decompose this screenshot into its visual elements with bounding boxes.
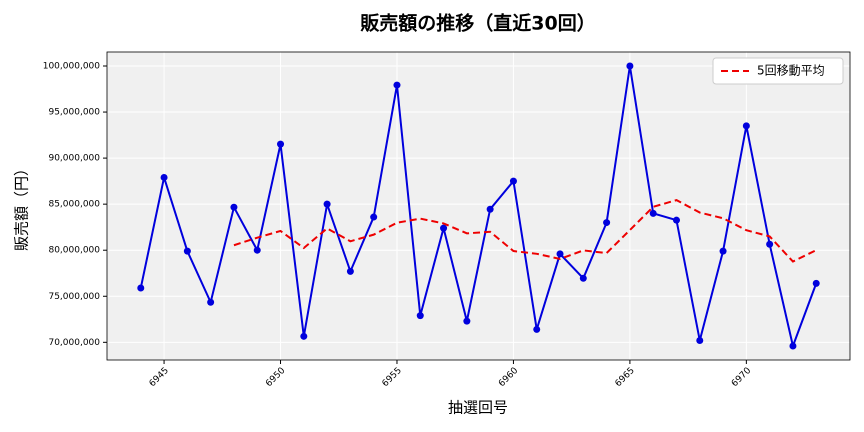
- legend: 5回移動平均: [712, 57, 844, 85]
- y-tick-label: 100,000,000: [43, 62, 101, 72]
- series-line: [233, 199, 817, 263]
- point: [160, 173, 168, 181]
- plot-area: [107, 52, 850, 360]
- legend-box: [712, 57, 844, 85]
- point: [603, 219, 611, 227]
- chart-title: 販売額の推移（直近30回）: [360, 12, 595, 35]
- plot-frame: [106, 51, 851, 361]
- point: [696, 336, 704, 344]
- point: [370, 213, 378, 221]
- point: [346, 267, 354, 275]
- y-tick-label: 80,000,000: [48, 246, 100, 256]
- point: [742, 122, 750, 130]
- legend-label: 5回移動平均: [757, 64, 825, 78]
- x-tick-label: 6945: [148, 366, 171, 389]
- point: [626, 62, 634, 70]
- y-axis-label: 販売額（円）: [13, 161, 31, 251]
- point: [393, 81, 401, 89]
- y-tick-label: 75,000,000: [48, 292, 100, 302]
- point: [766, 240, 774, 248]
- x-tick-label: 6970: [730, 366, 753, 389]
- point: [789, 342, 797, 350]
- x-axis-label: 抽選回号: [448, 399, 508, 417]
- point: [440, 224, 448, 232]
- point: [556, 250, 564, 258]
- point: [509, 177, 517, 185]
- point: [416, 312, 424, 320]
- point: [230, 203, 238, 211]
- point: [486, 205, 494, 213]
- y-tick-label: 70,000,000: [48, 338, 100, 348]
- point: [672, 216, 680, 224]
- point: [812, 279, 820, 287]
- point: [137, 284, 145, 292]
- point: [253, 246, 261, 254]
- series-line: [139, 65, 818, 350]
- y-tick-label: 85,000,000: [48, 200, 100, 210]
- point: [533, 325, 541, 333]
- x-tick-label: 6955: [381, 366, 404, 389]
- point: [579, 274, 587, 282]
- point: [323, 200, 331, 208]
- y-tick-label: 95,000,000: [48, 108, 100, 118]
- x-tick-label: 6950: [264, 366, 287, 389]
- x-tick-label: 6965: [614, 366, 637, 389]
- point: [300, 332, 308, 340]
- point: [463, 317, 471, 325]
- y-tick-label: 90,000,000: [48, 154, 100, 164]
- point: [649, 209, 657, 217]
- point: [183, 247, 191, 255]
- x-tick-label: 6960: [497, 366, 520, 389]
- point: [207, 298, 215, 306]
- point: [277, 140, 285, 148]
- point: [719, 247, 727, 255]
